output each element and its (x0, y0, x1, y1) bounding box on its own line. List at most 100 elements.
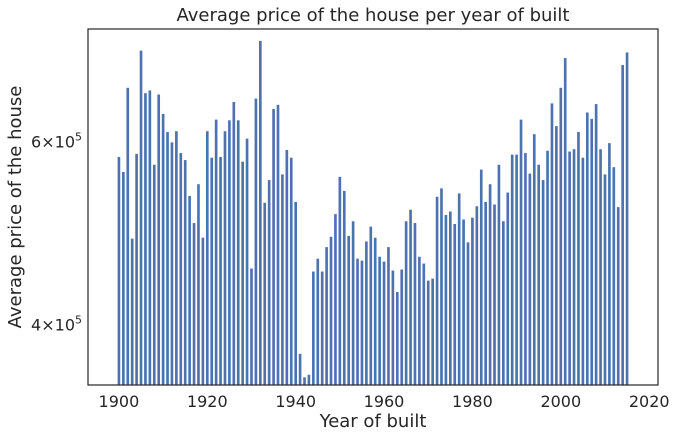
bar (413, 223, 417, 385)
bar (329, 236, 333, 385)
bar (457, 193, 461, 385)
bar (621, 64, 624, 386)
x-axis-label: Year of built (319, 411, 427, 432)
plot-frame (87, 28, 659, 386)
bar (254, 98, 258, 385)
bar (228, 120, 231, 385)
bar (122, 171, 125, 385)
bar (471, 217, 474, 385)
bar (320, 271, 324, 385)
bar (391, 270, 395, 385)
bar (157, 94, 161, 386)
bar (360, 260, 364, 385)
y-tick-label: 4×105 (31, 314, 82, 335)
bar (435, 196, 439, 385)
bar (179, 153, 183, 385)
bar (285, 149, 289, 385)
bar (347, 235, 351, 385)
bar (161, 113, 165, 385)
bar (625, 52, 629, 385)
bar (444, 215, 448, 385)
bar (563, 58, 567, 386)
bar (130, 238, 134, 385)
x-tick-label: 1920 (187, 392, 228, 411)
bar (387, 247, 390, 385)
bar (404, 221, 408, 385)
bar (493, 204, 496, 385)
bar (259, 40, 262, 385)
bar (214, 119, 218, 386)
bar (510, 154, 514, 385)
bar (400, 269, 404, 385)
bar (475, 206, 479, 385)
bar (307, 374, 311, 385)
bar (117, 156, 121, 385)
bar (594, 104, 598, 386)
bar (281, 174, 284, 385)
bar (152, 164, 156, 385)
bar (219, 156, 222, 385)
bar (232, 102, 236, 385)
bar (590, 118, 594, 385)
bar (201, 237, 205, 385)
x-tick-label: 1940 (275, 392, 316, 411)
bar (365, 241, 368, 385)
bar (422, 263, 426, 385)
bar (550, 103, 554, 386)
bar (316, 258, 320, 385)
bar (440, 188, 443, 385)
bar (276, 104, 280, 386)
bars-group (117, 40, 629, 386)
bar (126, 87, 130, 385)
bar (351, 221, 355, 385)
x-tick-label: 2020 (629, 392, 670, 411)
bar (466, 242, 470, 385)
bar (497, 164, 501, 385)
bar (581, 157, 585, 385)
bar (166, 131, 169, 385)
bar (577, 131, 580, 385)
x-tick-label: 2000 (540, 392, 581, 411)
bar (528, 173, 532, 385)
bar (369, 226, 373, 385)
bar (546, 150, 549, 385)
bar (148, 90, 152, 385)
bar (484, 201, 487, 385)
bar (267, 180, 271, 385)
bar (241, 161, 244, 385)
bar (568, 151, 571, 385)
y-axis-ticks: 4×105 6×105 (31, 131, 82, 335)
bar (382, 261, 386, 385)
bar (426, 280, 430, 385)
bar (409, 209, 412, 385)
bar (612, 167, 616, 385)
x-tick-label: 1960 (364, 392, 405, 411)
bar (449, 211, 452, 385)
x-tick-label: 1900 (99, 392, 140, 411)
bar (223, 131, 227, 385)
bar (572, 149, 576, 385)
bar (139, 50, 143, 386)
bar (616, 207, 620, 385)
bar (453, 223, 457, 385)
chart-title: Average price of the house per year of b… (177, 5, 570, 26)
bar (205, 131, 209, 385)
bar (236, 120, 240, 385)
bar (559, 87, 563, 385)
x-axis-ticks: 1900 1920 1940 1960 1980 2000 2020 (99, 392, 670, 411)
bar (555, 126, 558, 385)
bar (603, 174, 607, 385)
bar (395, 292, 399, 385)
bar (502, 221, 505, 385)
bar (250, 268, 253, 385)
bar (338, 176, 342, 385)
bar (378, 256, 381, 385)
bar (506, 192, 510, 385)
bar (303, 377, 306, 385)
bar (356, 258, 359, 385)
bar (585, 112, 589, 385)
bar (135, 153, 138, 385)
bar (294, 201, 297, 385)
bar (532, 134, 536, 385)
